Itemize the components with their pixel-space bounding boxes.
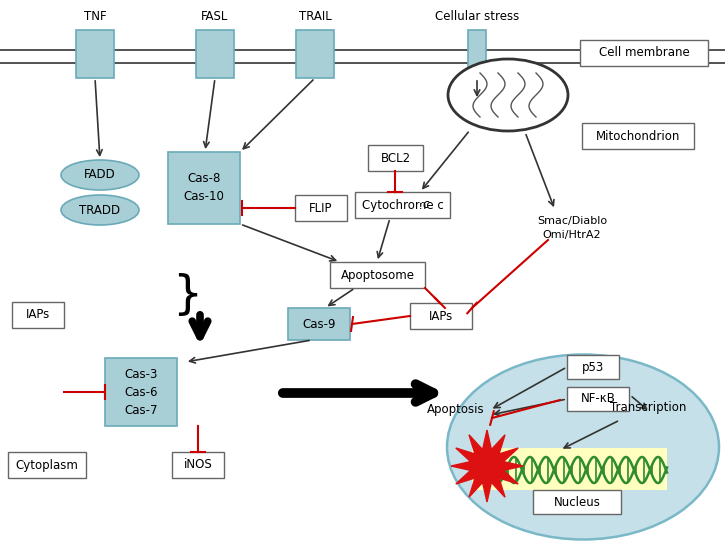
FancyBboxPatch shape [582, 123, 694, 149]
Ellipse shape [61, 160, 139, 190]
FancyBboxPatch shape [567, 387, 629, 411]
Text: TNF: TNF [83, 9, 107, 22]
Text: TRADD: TRADD [80, 204, 120, 217]
Text: BCL2: BCL2 [381, 151, 410, 164]
Text: }: } [172, 272, 202, 318]
FancyBboxPatch shape [410, 303, 472, 329]
Text: Cas-3
Cas-6
Cas-7: Cas-3 Cas-6 Cas-7 [124, 367, 158, 417]
Text: Mitochondrion: Mitochondrion [596, 129, 680, 143]
Text: IAPs: IAPs [26, 308, 50, 322]
FancyBboxPatch shape [368, 145, 423, 171]
FancyBboxPatch shape [12, 302, 64, 328]
Ellipse shape [61, 195, 139, 225]
FancyBboxPatch shape [168, 152, 240, 224]
Ellipse shape [447, 354, 719, 539]
FancyBboxPatch shape [468, 30, 486, 78]
Text: Apoptosis: Apoptosis [427, 403, 485, 417]
FancyBboxPatch shape [472, 448, 667, 490]
Text: iNOS: iNOS [183, 459, 212, 472]
Polygon shape [451, 430, 523, 502]
FancyBboxPatch shape [533, 490, 621, 514]
FancyBboxPatch shape [580, 40, 708, 66]
Text: FADD: FADD [84, 169, 116, 181]
Text: Smac/Diablo
Omi/HtrA2: Smac/Diablo Omi/HtrA2 [537, 216, 607, 240]
FancyBboxPatch shape [8, 452, 86, 478]
FancyBboxPatch shape [330, 262, 425, 288]
Text: Cas-8
Cas-10: Cas-8 Cas-10 [183, 173, 225, 204]
Text: c: c [418, 199, 423, 211]
Text: Apoptosome: Apoptosome [341, 269, 415, 282]
Text: FASL: FASL [202, 9, 228, 22]
Text: c: c [422, 199, 428, 211]
Text: Cellular stress: Cellular stress [435, 9, 519, 22]
FancyBboxPatch shape [172, 452, 224, 478]
Text: FLIP: FLIP [310, 201, 333, 215]
Ellipse shape [448, 59, 568, 131]
FancyBboxPatch shape [296, 30, 334, 78]
Text: Transcription: Transcription [610, 401, 686, 414]
Text: Cytoplasm: Cytoplasm [15, 459, 78, 472]
Text: Nucleus: Nucleus [554, 496, 600, 508]
FancyBboxPatch shape [567, 355, 619, 379]
Text: Cell membrane: Cell membrane [599, 46, 689, 60]
FancyBboxPatch shape [196, 30, 234, 78]
Text: IAPs: IAPs [429, 310, 453, 323]
FancyBboxPatch shape [355, 192, 450, 218]
FancyBboxPatch shape [105, 358, 177, 426]
Text: Cytochrome c: Cytochrome c [362, 199, 444, 211]
Text: p53: p53 [582, 360, 604, 373]
FancyBboxPatch shape [288, 308, 350, 340]
FancyBboxPatch shape [295, 195, 347, 221]
Text: Cas-9: Cas-9 [302, 318, 336, 330]
Text: TRAIL: TRAIL [299, 9, 331, 22]
FancyBboxPatch shape [76, 30, 114, 78]
Text: NF-κB: NF-κB [581, 393, 616, 406]
